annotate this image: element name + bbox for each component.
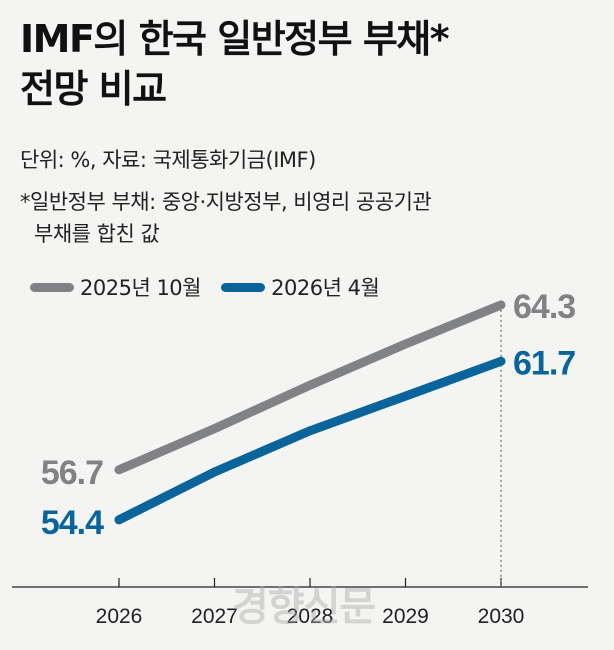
footnote-line-2: 부채를 합친 값 — [34, 222, 160, 246]
legend-item-series-b: 2026년 4월 — [221, 272, 380, 302]
legend: 2025년 10월 2026년 4월 — [30, 272, 393, 302]
data-label-start-b: 54.4 — [41, 504, 104, 542]
series-line-a — [114, 300, 506, 475]
legend-swatch-series-b — [221, 282, 266, 292]
legend-label-series-a: 2025년 10월 — [80, 276, 201, 300]
legend-swatch-series-a — [30, 282, 74, 292]
legend-label-series-b: 2026년 4월 — [271, 276, 380, 300]
x-tick-label-2026: 2026 — [96, 605, 143, 628]
series-line-b — [114, 356, 506, 525]
data-label-start-a: 56.7 — [41, 454, 103, 492]
footnote-line-1: *일반정부 부채: 중앙·지방정부, 비영리 공공기관 — [20, 190, 432, 214]
legend-item-series-a: 2025년 10월 — [30, 272, 201, 302]
x-tick-label-2030: 2030 — [478, 605, 525, 628]
chart-title: IMF의 한국 일반정부 부채* 전망 비교 — [20, 14, 450, 114]
data-label-end-b: 61.7 — [513, 344, 575, 382]
title-line-2: 전망 비교 — [20, 67, 167, 111]
x-tick-label-2029: 2029 — [382, 605, 429, 628]
x-tick-label-2028: 2028 — [287, 605, 334, 628]
unit-source-note: 단위: %, 자료: 국제통화기금(IMF) — [20, 148, 316, 172]
title-line-1: IMF의 한국 일반정부 부채* — [20, 17, 450, 61]
data-label-end-a: 64.3 — [513, 288, 575, 326]
x-tick-label-2027: 2027 — [191, 605, 238, 628]
footnote: *일반정부 부채: 중앙·지방정부, 비영리 공공기관 부채를 합친 값 — [20, 186, 432, 250]
